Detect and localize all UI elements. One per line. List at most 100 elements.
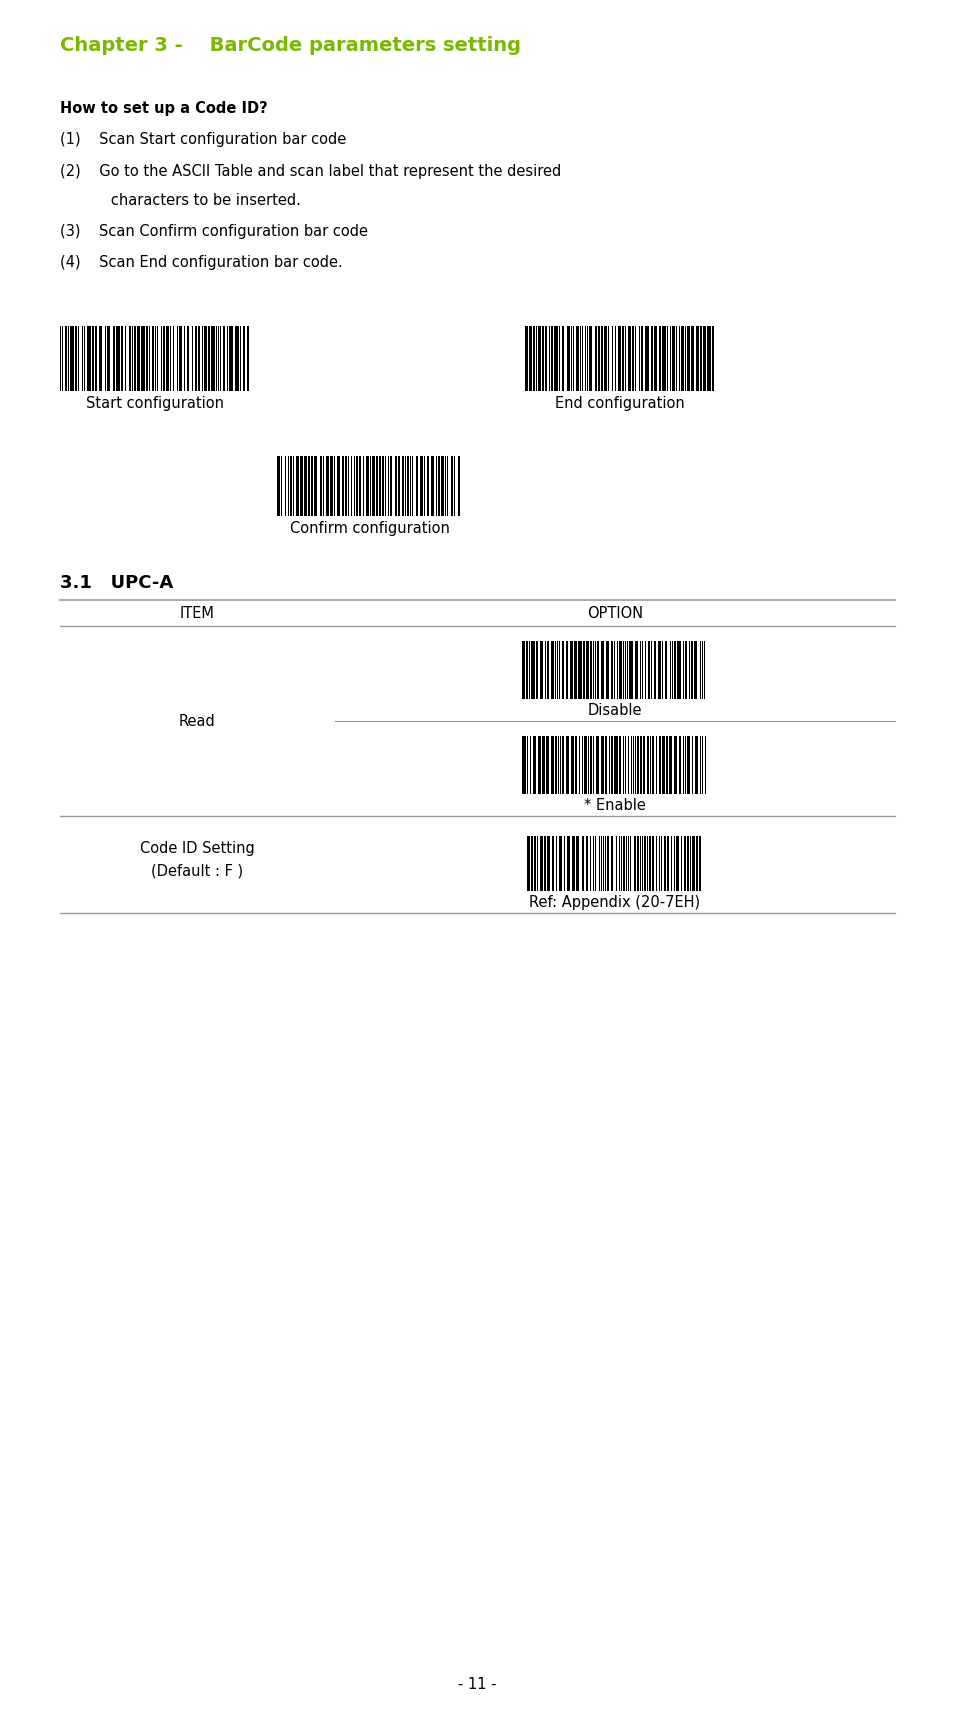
Bar bbox=[686, 326, 690, 392]
Bar bbox=[588, 735, 589, 794]
Bar bbox=[330, 456, 333, 516]
Bar bbox=[541, 735, 544, 794]
Bar bbox=[668, 735, 672, 794]
Bar bbox=[675, 326, 676, 392]
Bar bbox=[636, 835, 639, 891]
Bar bbox=[595, 835, 596, 891]
Bar bbox=[351, 456, 352, 516]
Bar bbox=[661, 735, 664, 794]
Bar bbox=[682, 735, 683, 794]
Bar bbox=[536, 640, 537, 699]
Bar bbox=[696, 835, 698, 891]
Bar bbox=[444, 456, 446, 516]
Bar bbox=[558, 640, 559, 699]
Bar bbox=[663, 835, 666, 891]
Bar bbox=[74, 326, 77, 392]
Bar bbox=[525, 640, 528, 699]
Bar bbox=[290, 456, 292, 516]
Bar bbox=[667, 835, 668, 891]
Bar bbox=[701, 735, 702, 794]
Text: Ref: Appendix (20-7EH): Ref: Appendix (20-7EH) bbox=[529, 896, 700, 910]
Text: (Default : F ): (Default : F ) bbox=[152, 865, 243, 879]
Bar bbox=[571, 326, 572, 392]
Bar bbox=[129, 326, 131, 392]
Bar bbox=[688, 640, 689, 699]
Bar bbox=[650, 326, 653, 392]
Bar bbox=[71, 326, 73, 392]
Bar bbox=[638, 326, 639, 392]
Bar bbox=[222, 326, 225, 392]
Bar bbox=[630, 735, 631, 794]
Bar bbox=[194, 326, 197, 392]
Bar bbox=[341, 456, 344, 516]
Bar bbox=[615, 835, 616, 891]
Bar bbox=[183, 326, 185, 392]
Bar bbox=[558, 835, 562, 891]
Bar bbox=[674, 735, 677, 794]
Bar bbox=[683, 835, 685, 891]
Bar bbox=[636, 735, 639, 794]
Text: Read: Read bbox=[179, 713, 215, 728]
Bar bbox=[239, 326, 240, 392]
Bar bbox=[602, 835, 603, 891]
Bar bbox=[682, 640, 683, 699]
Bar bbox=[670, 835, 671, 891]
Bar bbox=[590, 835, 591, 891]
Bar bbox=[617, 640, 618, 699]
Bar bbox=[618, 835, 619, 891]
Text: Confirm configuration: Confirm configuration bbox=[290, 521, 450, 537]
Bar bbox=[531, 640, 535, 699]
Bar bbox=[581, 326, 583, 392]
Bar bbox=[699, 640, 700, 699]
Bar bbox=[281, 456, 282, 516]
Bar bbox=[650, 640, 651, 699]
Bar bbox=[550, 326, 553, 392]
Text: Start configuration: Start configuration bbox=[86, 395, 224, 411]
Bar bbox=[584, 326, 585, 392]
Bar bbox=[639, 640, 640, 699]
Bar bbox=[570, 640, 572, 699]
Bar bbox=[198, 326, 199, 392]
Bar bbox=[573, 640, 577, 699]
Bar bbox=[524, 326, 528, 392]
Bar bbox=[572, 835, 575, 891]
Bar bbox=[585, 640, 589, 699]
Bar bbox=[620, 835, 621, 891]
Bar bbox=[641, 835, 642, 891]
Bar bbox=[407, 456, 408, 516]
Bar bbox=[441, 456, 443, 516]
Text: End configuration: End configuration bbox=[555, 395, 684, 411]
Bar bbox=[95, 326, 96, 392]
Bar bbox=[649, 735, 650, 794]
Bar bbox=[288, 456, 289, 516]
Bar bbox=[431, 456, 434, 516]
Bar bbox=[539, 835, 543, 891]
Bar bbox=[78, 326, 79, 392]
Bar bbox=[187, 326, 189, 392]
Bar bbox=[605, 640, 609, 699]
Bar bbox=[624, 640, 625, 699]
Text: (4)    Scan End configuration bar code.: (4) Scan End configuration bar code. bbox=[60, 255, 342, 269]
Bar bbox=[345, 456, 346, 516]
Bar bbox=[641, 640, 642, 699]
Bar bbox=[375, 456, 377, 516]
Bar bbox=[372, 456, 375, 516]
Bar bbox=[370, 456, 371, 516]
Bar bbox=[359, 456, 360, 516]
Bar bbox=[229, 326, 233, 392]
Bar bbox=[692, 735, 693, 794]
Bar bbox=[625, 835, 626, 891]
Bar bbox=[630, 835, 631, 891]
Bar bbox=[529, 326, 531, 392]
Bar bbox=[711, 326, 713, 392]
Bar bbox=[633, 835, 635, 891]
Bar bbox=[412, 456, 413, 516]
Bar bbox=[565, 640, 568, 699]
Bar bbox=[325, 456, 329, 516]
Bar bbox=[689, 835, 690, 891]
Bar bbox=[629, 640, 632, 699]
Bar bbox=[590, 735, 592, 794]
Bar bbox=[669, 640, 670, 699]
Bar bbox=[234, 326, 238, 392]
Bar bbox=[608, 326, 609, 392]
